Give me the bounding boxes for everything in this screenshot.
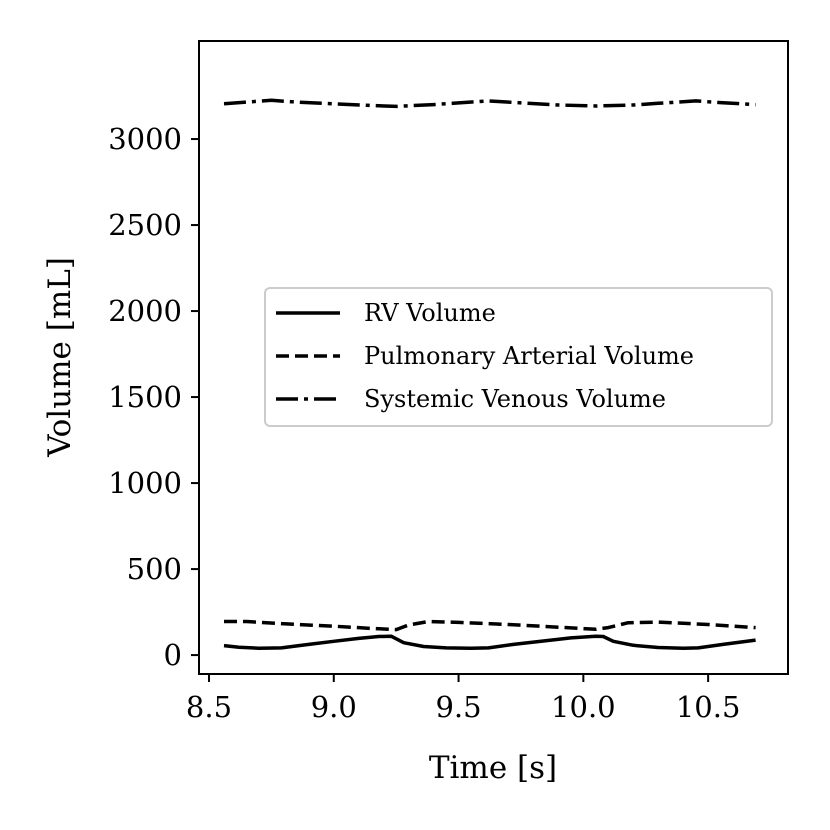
y-tick-label: 3000 — [108, 122, 182, 156]
series-line-rv-volume — [223, 634, 756, 650]
x-tick-label: 8.5 — [186, 690, 232, 724]
plot-frame — [198, 40, 789, 675]
series-line-pulmonary-arterial-volume — [224, 619, 756, 632]
legend-box — [264, 287, 773, 427]
y-tick-label: 1500 — [108, 380, 182, 414]
x-tick-label: 10.5 — [676, 690, 741, 724]
y-axis-label: Volume [mL] — [42, 257, 78, 458]
y-tick-label: 2500 — [108, 208, 182, 242]
y-tick-label: 500 — [127, 552, 182, 586]
x-tick-label: 9.0 — [311, 690, 357, 724]
legend-label-pulmonary-arterial-volume: Pulmonary Arterial Volume — [364, 342, 694, 370]
y-tick-label: 2000 — [108, 294, 182, 328]
x-tick-label: 9.5 — [435, 690, 481, 724]
y-tick-label: 1000 — [108, 466, 182, 500]
legend-label-systemic-venous-volume: Systemic Venous Volume — [364, 385, 666, 413]
legend: RV Volume Pulmonary Arterial Volume Syst… — [264, 287, 773, 427]
x-axis-label: Time [s] — [429, 750, 557, 786]
x-tick-label: 10.0 — [551, 690, 616, 724]
y-tick-label: 0 — [164, 638, 182, 672]
series-layer — [223, 98, 756, 650]
series-line-systemic-venous-volume — [223, 98, 756, 109]
ticks-layer: 8.5 9.0 9.5 10.0 10.5 0 500 1000 1500 2000 2500 300… — [108, 122, 740, 724]
legend-label-rv-volume: RV Volume — [364, 299, 496, 327]
